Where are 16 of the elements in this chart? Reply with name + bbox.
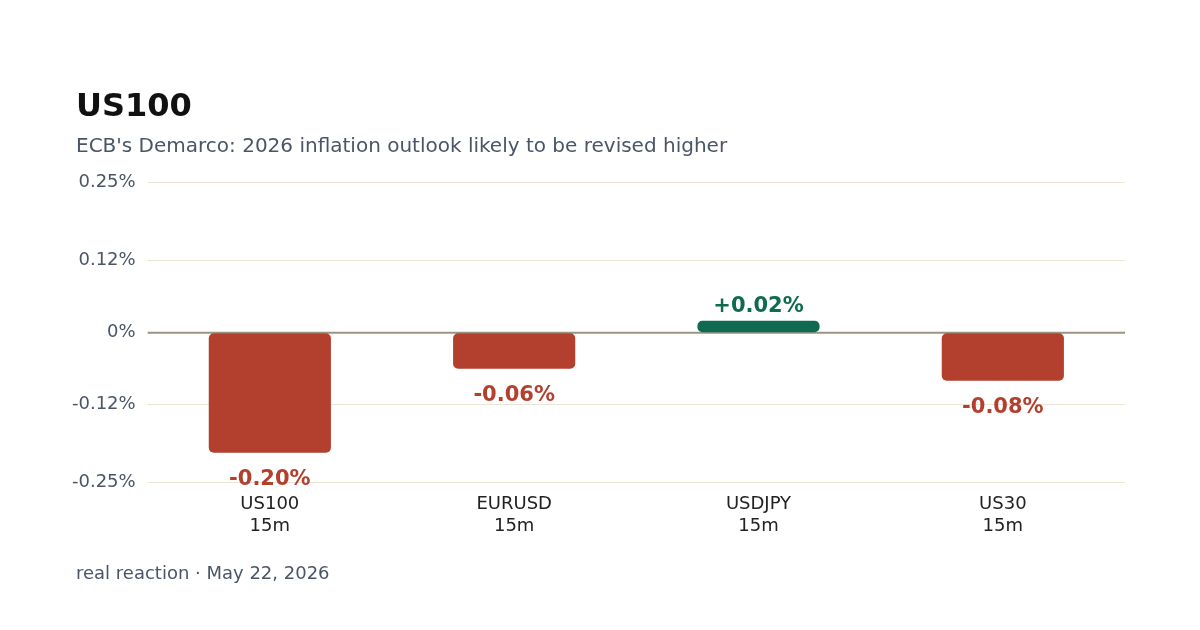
- x-tick-label: US100 15m: [240, 492, 300, 535]
- x-tick-label: EURUSD 15m: [476, 492, 552, 535]
- y-tick-label: 0.25%: [78, 170, 136, 192]
- data-label: -0.20%: [229, 465, 311, 490]
- chart-title: US100: [76, 86, 192, 124]
- x-tick-label: US30 15m: [979, 492, 1027, 535]
- y-tick-label: 0.12%: [78, 248, 136, 270]
- data-label: -0.06%: [473, 381, 555, 406]
- data-label: -0.08%: [962, 393, 1044, 418]
- data-label: +0.02%: [713, 292, 804, 317]
- text: real reaction · May 22, 2026: [76, 562, 330, 583]
- y-tick-label: 0%: [107, 320, 136, 342]
- y-tick-label: -0.25%: [71, 470, 136, 492]
- chart-subtitle: ECB's Demarco: 2026 inflation outlook likely to be revised higher: [76, 133, 728, 157]
- y-tick-label: -0.12%: [71, 392, 136, 414]
- x-tick-label: USDJPY 15m: [725, 492, 793, 535]
